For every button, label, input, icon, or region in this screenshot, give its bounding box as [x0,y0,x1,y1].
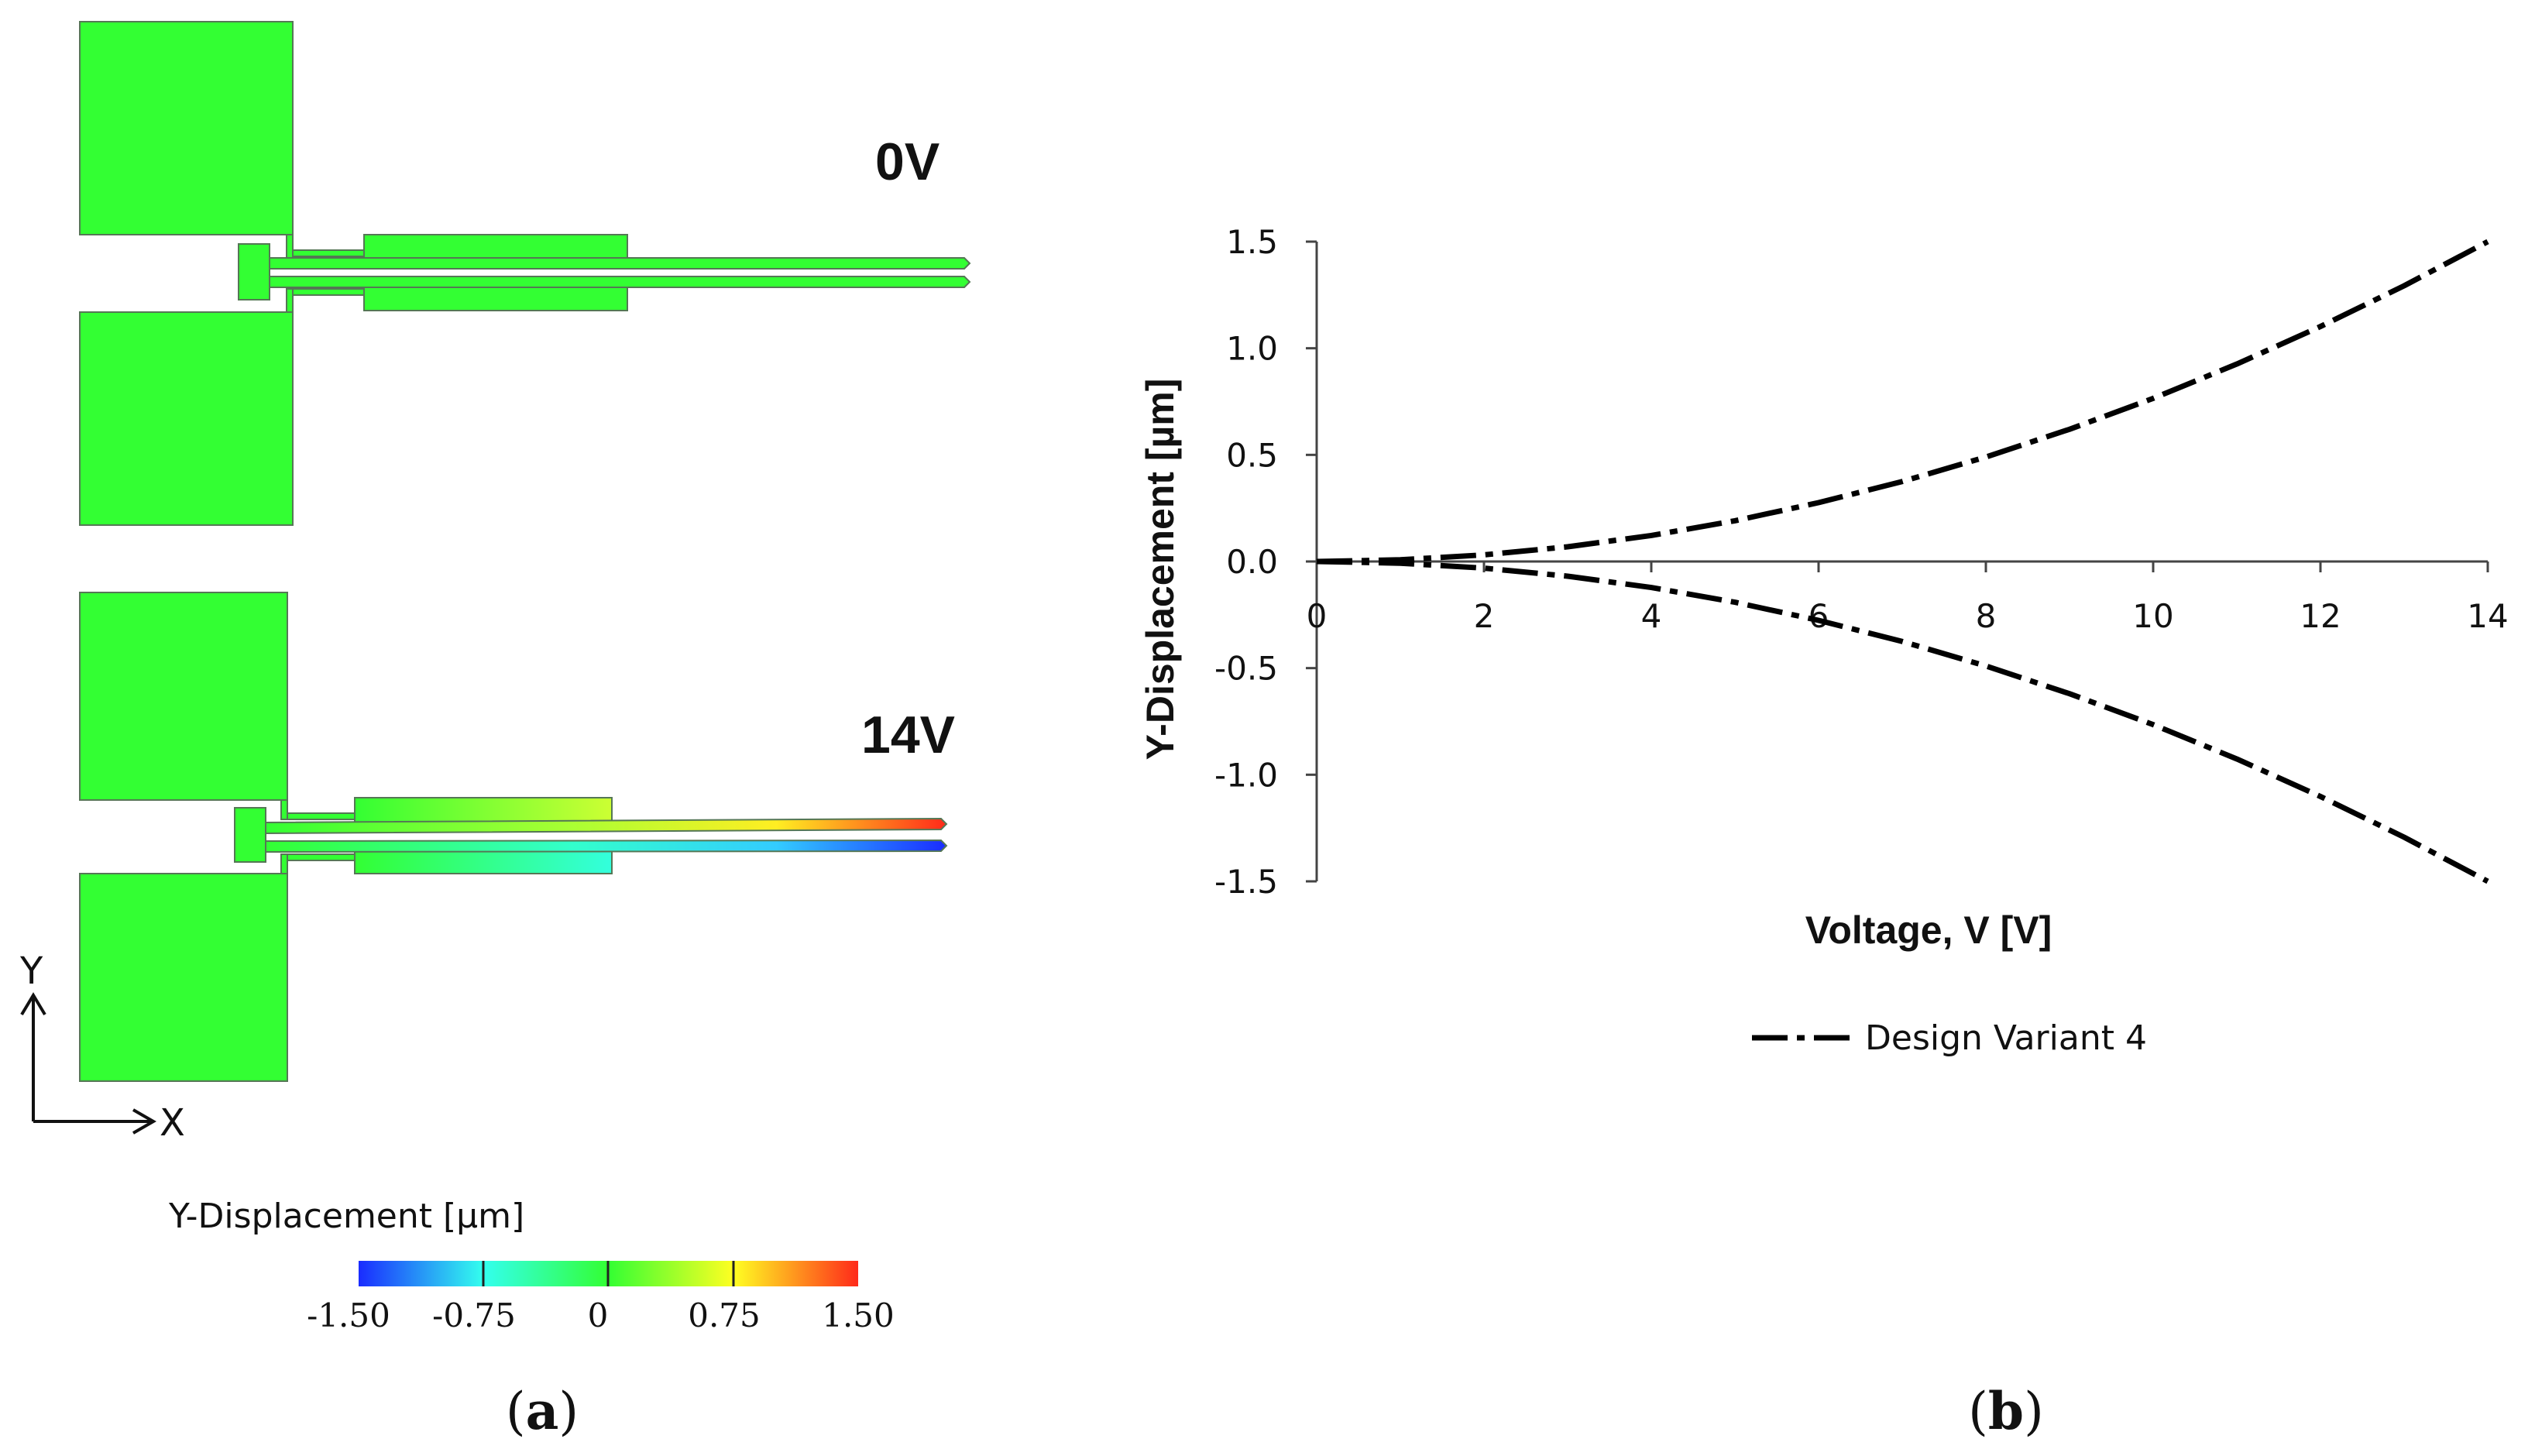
x-tick-label: 8 [1976,597,1997,635]
beam-upper-deflected [265,817,948,835]
series-line-positive [1316,239,2489,565]
panel-b: 1.51.00.50.0-0.5-1.0-1.50 2 4 6 8 10 12 14 Volt… [1139,223,2509,1441]
panel-a: 0V 14V Y X Y-Displacement [µm] [19,21,971,1441]
colorbar-tick-label: 0.75 [688,1296,761,1334]
colorbar-title: Y-Displacement [µm] [168,1197,524,1236]
anchor-neck-bottom [286,288,294,313]
y-tick-label: 0.5 [1226,436,1278,474]
shuttle-block [234,807,266,863]
y-tick-label: 1.0 [1226,330,1278,368]
structure-0v [79,21,971,526]
caption-b: (b) [1968,1381,2044,1441]
x-tick-label: 2 [1474,597,1495,635]
x-tick-label: 4 [1641,597,1662,635]
actuator-block-top [363,234,628,261]
x-tick-label: 10 [2132,597,2173,635]
anchor-pad-bottom [79,873,288,1082]
y-tick-label: -1.5 [1214,863,1278,901]
tether-bottom [292,288,365,296]
anchor-pad-bottom [79,311,294,526]
beam-lower-deflected [265,839,948,853]
caption-a-open: ( [506,1382,526,1441]
axis-x-label: X [160,1101,185,1145]
legend: Design Variant 4 [1752,1018,2147,1058]
x-tick-label: 12 [2300,597,2341,635]
anchor-neck-bottom [280,853,288,874]
caption-b-open: ( [1968,1382,1988,1441]
caption-b-letter: b [1988,1381,2024,1441]
colorbar-ticks [482,1261,735,1286]
label-14v: 14V [861,706,955,764]
colorbar-tick-label: 1.50 [822,1296,895,1334]
tether-top [292,249,365,257]
colorbar-tick-labels: -1.50 -0.75 0 0.75 1.50 [307,1296,895,1334]
axis-y-label: Y [19,949,43,993]
shuttle-block [238,243,270,300]
legend-label: Design Variant 4 [1865,1018,2147,1058]
caption-b-close: ) [2024,1382,2044,1441]
chart: 1.51.00.50.0-0.5-1.0-1.50 2 4 6 8 10 12 14 [1214,223,2509,901]
colorbar-tick-label: -0.75 [432,1296,516,1334]
anchor-neck-top [286,234,294,259]
anchor-pad-top [79,592,288,801]
structure-14v [79,592,948,1082]
series-line-negative [1316,558,2489,884]
tether-bottom [287,853,356,861]
coordinate-axes [20,992,157,1135]
y-axis-title: Y-Displacement [µm] [1139,379,1182,761]
beam-lower [269,276,971,288]
x-tick-label: 14 [2467,597,2508,635]
caption-a-close: ) [558,1382,579,1441]
y-tick-label: -0.5 [1214,650,1278,688]
x-arrowhead [132,1108,157,1135]
y-tick-label: 1.5 [1226,223,1278,261]
colorbar-tick-label: 0 [588,1296,609,1334]
y-tick-label: -1.0 [1214,756,1278,794]
anchor-neck-top [280,799,288,820]
beam-upper [269,257,971,270]
x-axis-title: Voltage, V [V] [1805,908,2052,952]
actuator-block-bottom [363,284,628,311]
y-tick-label: 0.0 [1226,543,1278,581]
caption-a: (a) [506,1381,579,1441]
x-tick-label: 0 [1307,597,1328,635]
label-0v: 0V [875,132,939,191]
actuator-block-top [354,797,613,823]
y-arrowhead [20,992,46,1016]
colorbar-tick-label: -1.50 [307,1296,390,1334]
tether-top [287,812,356,820]
anchor-pad-top [79,21,294,235]
caption-a-letter: a [526,1381,559,1441]
